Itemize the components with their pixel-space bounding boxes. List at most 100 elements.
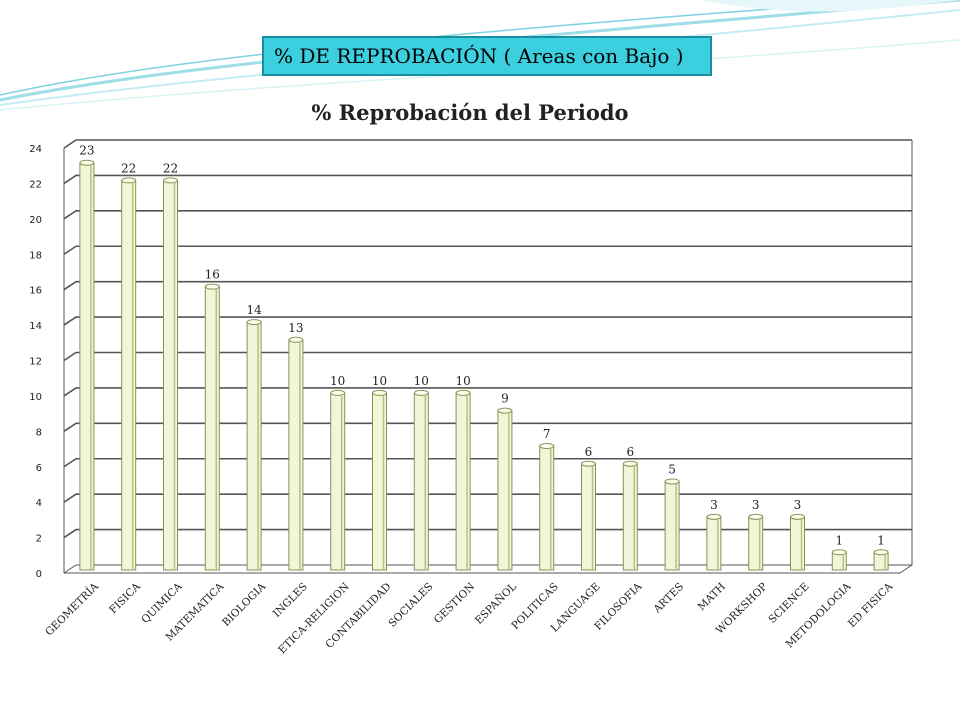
y-tick-label: 18 [29,250,42,261]
data-label: 6 [626,445,634,459]
bar-cap [748,513,764,520]
y-tick-label: 22 [29,179,42,190]
chart-floor-edge [64,564,913,574]
bar [497,410,513,571]
bar-cap [163,177,178,184]
slide-header-title: % DE REPROBACIÓN ( Areas con Bajo ) [274,44,684,68]
x-tick-label: GESTION [432,581,477,626]
gridline [63,387,912,397]
bar-cap [413,389,429,396]
y-tick-label: 10 [29,392,42,403]
data-label: 3 [794,498,802,512]
gridline [63,210,912,220]
y-tick-label: 4 [36,498,42,509]
bar-cap [246,319,262,326]
data-label: 16 [205,268,220,282]
bar-cap [497,407,513,414]
bar [204,286,220,571]
bar [581,463,596,571]
x-tick-label: SOCIALES [386,581,435,630]
bar-cap [330,389,346,396]
y-tick-label: 14 [29,321,42,332]
x-tick-label: FISICA [107,580,143,616]
bar [664,480,680,571]
bar [622,463,638,571]
gridline [63,351,912,362]
gridline [63,493,912,503]
bar [706,516,722,571]
y-tick-label: 24 [29,144,42,155]
x-tick-label: ED FISICA [846,580,896,630]
x-tick-label: ETICA-RELIGION [276,581,352,657]
bar [455,392,471,571]
bar [539,445,555,571]
chart-back-frame [63,140,913,574]
data-label: 1 [835,533,843,547]
bar-cap [372,389,387,396]
y-tick-label: 8 [36,427,42,438]
bar [372,392,387,571]
data-label: 14 [246,303,262,317]
bar [163,179,178,571]
y-tick-label: 20 [29,215,42,226]
x-tick-label: GEOMETRÍA [42,579,101,638]
data-label: 10 [414,374,429,388]
data-label: 13 [288,321,303,335]
y-tick-label: 2 [36,534,42,545]
data-label: 22 [121,161,136,175]
bar [288,339,304,571]
bar [790,516,805,571]
bar [413,392,429,571]
data-label: 5 [668,462,676,476]
x-tick-label: INGLES [271,581,310,620]
y-tick-label: 0 [36,569,42,580]
bar-cap [121,177,137,184]
bar-cap [204,283,220,290]
bar [748,516,764,571]
gridline [63,139,912,149]
y-tick-label: 16 [29,286,42,297]
data-label: 6 [585,445,593,459]
bar-cap [873,549,889,556]
bar-cap [288,336,304,343]
slide-header-banner: % DE REPROBACIÓN ( Areas con Bajo ) [262,36,712,76]
y-tick-label: 6 [36,463,42,474]
bar [330,392,346,571]
chart-title: % Reprobación del Periodo [311,100,629,125]
data-label: 3 [710,498,718,512]
bar [121,179,137,571]
gridline [63,280,912,291]
gridline [63,422,912,432]
data-label: 23 [79,144,94,158]
gridline [63,528,912,539]
x-tick-label: SCIENCE [766,581,811,626]
bar-cap [664,478,680,485]
bar-cap [79,159,95,166]
x-tick-label: BIOLOGIA [220,580,268,628]
y-tick-label: 12 [29,357,42,368]
data-label: 22 [163,161,178,175]
data-label: 1 [877,533,885,547]
bar-cap [706,513,722,520]
data-label: 10 [372,374,387,388]
bar-cap [539,443,555,450]
data-label: 10 [330,374,345,388]
x-tick-label: ARTES [651,581,686,616]
x-tick-label: MATH [696,581,728,613]
gridline [63,457,912,468]
gridline [63,316,912,326]
bar [246,321,262,571]
bar-cap [831,549,847,556]
bar-cap [581,460,596,467]
bar [79,162,95,571]
gridline [63,174,912,185]
data-label: 7 [543,427,551,441]
bar-cap [622,460,638,467]
gridline [63,245,912,255]
data-label: 3 [752,498,760,512]
bar-cap [790,513,805,520]
data-label: 9 [501,392,509,406]
x-tick-label: ESPAÑOL [471,579,519,627]
data-label: 10 [455,374,470,388]
